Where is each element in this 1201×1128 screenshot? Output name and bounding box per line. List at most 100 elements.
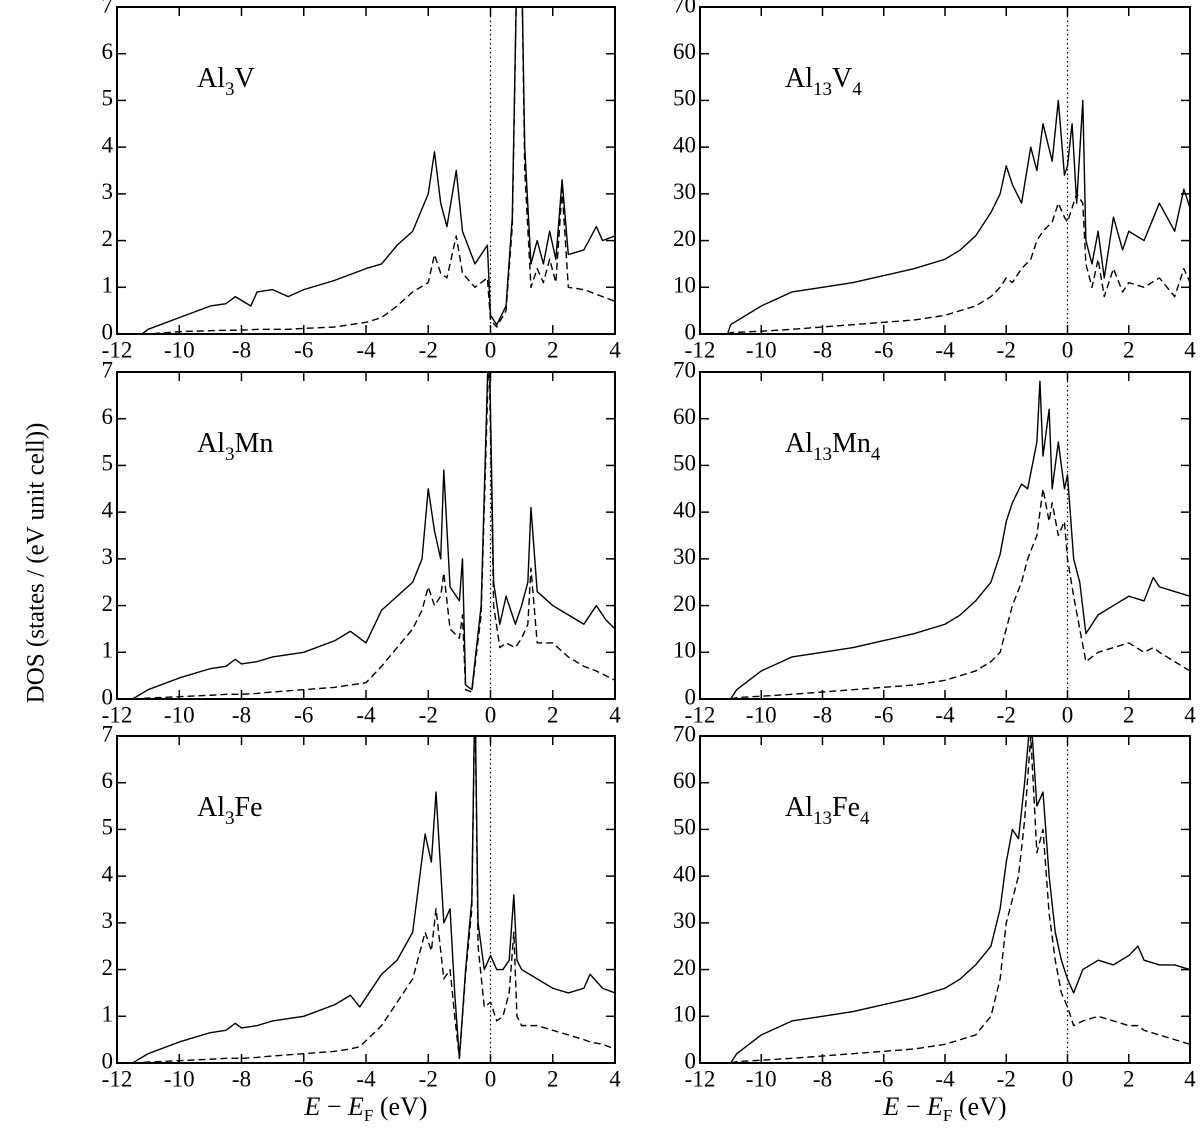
y-tick-label: 3 bbox=[102, 908, 114, 933]
x-tick-label: 0 bbox=[485, 1066, 497, 1091]
title-part: Al bbox=[197, 792, 225, 823]
x-tick-label: -2 bbox=[419, 1066, 438, 1091]
x-tick-label: 2 bbox=[1123, 337, 1135, 362]
dos-line bbox=[726, 99, 1190, 334]
x-tick-label: -6 bbox=[874, 702, 893, 727]
y-tick-label: 0 bbox=[102, 1048, 114, 1073]
x-tick-label: -12 bbox=[102, 702, 133, 727]
dos-line bbox=[132, 736, 615, 1063]
panel-title: Al13Mn4 bbox=[785, 428, 881, 465]
x-tick-label: 0 bbox=[1062, 1066, 1074, 1091]
y-tick-label: 30 bbox=[673, 179, 696, 204]
x-tick-label: -2 bbox=[997, 1066, 1016, 1091]
title-part: 4 bbox=[852, 79, 862, 100]
plot-frame bbox=[699, 6, 1191, 335]
panel-title: Al3V bbox=[197, 63, 255, 100]
plot-frame bbox=[116, 6, 616, 335]
x-label-part: F bbox=[364, 1106, 373, 1125]
x-tick-label: 2 bbox=[1123, 1066, 1135, 1091]
x-tick-label: -12 bbox=[685, 702, 716, 727]
x-tick-label: 0 bbox=[1062, 337, 1074, 362]
y-tick-label: 60 bbox=[673, 39, 696, 64]
y-tick-label: 3 bbox=[102, 179, 114, 204]
title-part: Fe bbox=[235, 792, 263, 823]
y-tick-label: 60 bbox=[673, 404, 696, 429]
plot-frame bbox=[699, 371, 1191, 700]
x-label-part: E bbox=[303, 1092, 320, 1121]
y-axis-label: DOS (states / (eV unit cell)) bbox=[23, 423, 50, 704]
title-part: V bbox=[235, 63, 255, 94]
title-part: 3 bbox=[225, 79, 235, 100]
y-tick-label: 40 bbox=[673, 497, 696, 522]
y-tick-label: 70 bbox=[673, 721, 696, 746]
x-tick-label: -2 bbox=[997, 702, 1016, 727]
dos-line bbox=[132, 372, 615, 699]
title-part: Fe bbox=[832, 792, 860, 823]
x-tick-label: -8 bbox=[232, 337, 251, 362]
y-tick-label: 7 bbox=[102, 357, 114, 382]
x-tick-label: -8 bbox=[813, 337, 832, 362]
y-tick-label: 50 bbox=[673, 815, 696, 840]
x-tick-label: -10 bbox=[164, 1066, 195, 1091]
title-part: V bbox=[832, 63, 852, 94]
y-tick-label: 5 bbox=[102, 815, 114, 840]
x-tick-label: -4 bbox=[935, 337, 955, 362]
y-tick-label: 70 bbox=[673, 357, 696, 382]
y-tick-label: 20 bbox=[673, 226, 696, 251]
x-tick-label: 4 bbox=[609, 702, 621, 727]
y-tick-label: 6 bbox=[102, 768, 114, 793]
title-part: Mn bbox=[832, 428, 871, 459]
y-tick-label: 2 bbox=[102, 591, 114, 616]
x-tick-label: -8 bbox=[232, 1066, 251, 1091]
y-tick-label: 4 bbox=[102, 132, 114, 157]
x-tick-label: -6 bbox=[874, 1066, 893, 1091]
plot-frame bbox=[699, 735, 1191, 1064]
x-tick-label: -10 bbox=[746, 702, 777, 727]
x-tick-label: -12 bbox=[102, 1066, 133, 1091]
title-part: 3 bbox=[225, 444, 235, 465]
x-tick-label: -6 bbox=[874, 337, 893, 362]
title-part: Mn bbox=[235, 428, 274, 459]
title-part: 13 bbox=[813, 79, 832, 100]
x-tick-label: 2 bbox=[547, 702, 559, 727]
panel-title: Al3Mn bbox=[197, 428, 273, 465]
x-tick-label: -8 bbox=[813, 702, 832, 727]
x-tick-label: 0 bbox=[1062, 702, 1074, 727]
x-tick-label: -6 bbox=[294, 1066, 313, 1091]
x-tick-label: 0 bbox=[485, 702, 497, 727]
title-part: Al bbox=[197, 428, 225, 459]
x-axis-label: E − EF (eV) bbox=[303, 1092, 427, 1125]
x-tick-label: -12 bbox=[685, 337, 716, 362]
x-tick-label: -6 bbox=[294, 337, 313, 362]
x-tick-label: -10 bbox=[746, 1066, 777, 1091]
dos-line bbox=[727, 193, 1190, 334]
y-tick-label: 2 bbox=[102, 226, 114, 251]
y-tick-label: 60 bbox=[673, 768, 696, 793]
y-tick-label: 4 bbox=[102, 497, 114, 522]
x-tick-label: -4 bbox=[356, 702, 376, 727]
title-part: Al bbox=[785, 428, 813, 459]
panel-title: Al13Fe4 bbox=[785, 792, 870, 829]
y-tick-label: 40 bbox=[673, 861, 696, 886]
y-tick-label: 50 bbox=[673, 451, 696, 476]
dos-line bbox=[132, 372, 615, 699]
x-label-part: − bbox=[899, 1092, 927, 1121]
dos-line bbox=[141, 7, 615, 334]
y-tick-label: 30 bbox=[673, 908, 696, 933]
x-label-part: E bbox=[347, 1092, 364, 1121]
x-tick-label: -4 bbox=[356, 1066, 376, 1091]
title-part: Al bbox=[785, 792, 813, 823]
y-tick-label: 2 bbox=[102, 955, 114, 980]
title-part: 3 bbox=[225, 808, 235, 829]
y-tick-label: 30 bbox=[673, 544, 696, 569]
dos-line bbox=[141, 7, 615, 334]
y-tick-label: 0 bbox=[685, 684, 697, 709]
y-tick-label: 50 bbox=[673, 86, 696, 111]
y-tick-label: 0 bbox=[685, 319, 697, 344]
x-tick-label: -10 bbox=[164, 702, 195, 727]
x-label-part: E bbox=[926, 1092, 943, 1121]
title-part: 13 bbox=[813, 808, 832, 829]
